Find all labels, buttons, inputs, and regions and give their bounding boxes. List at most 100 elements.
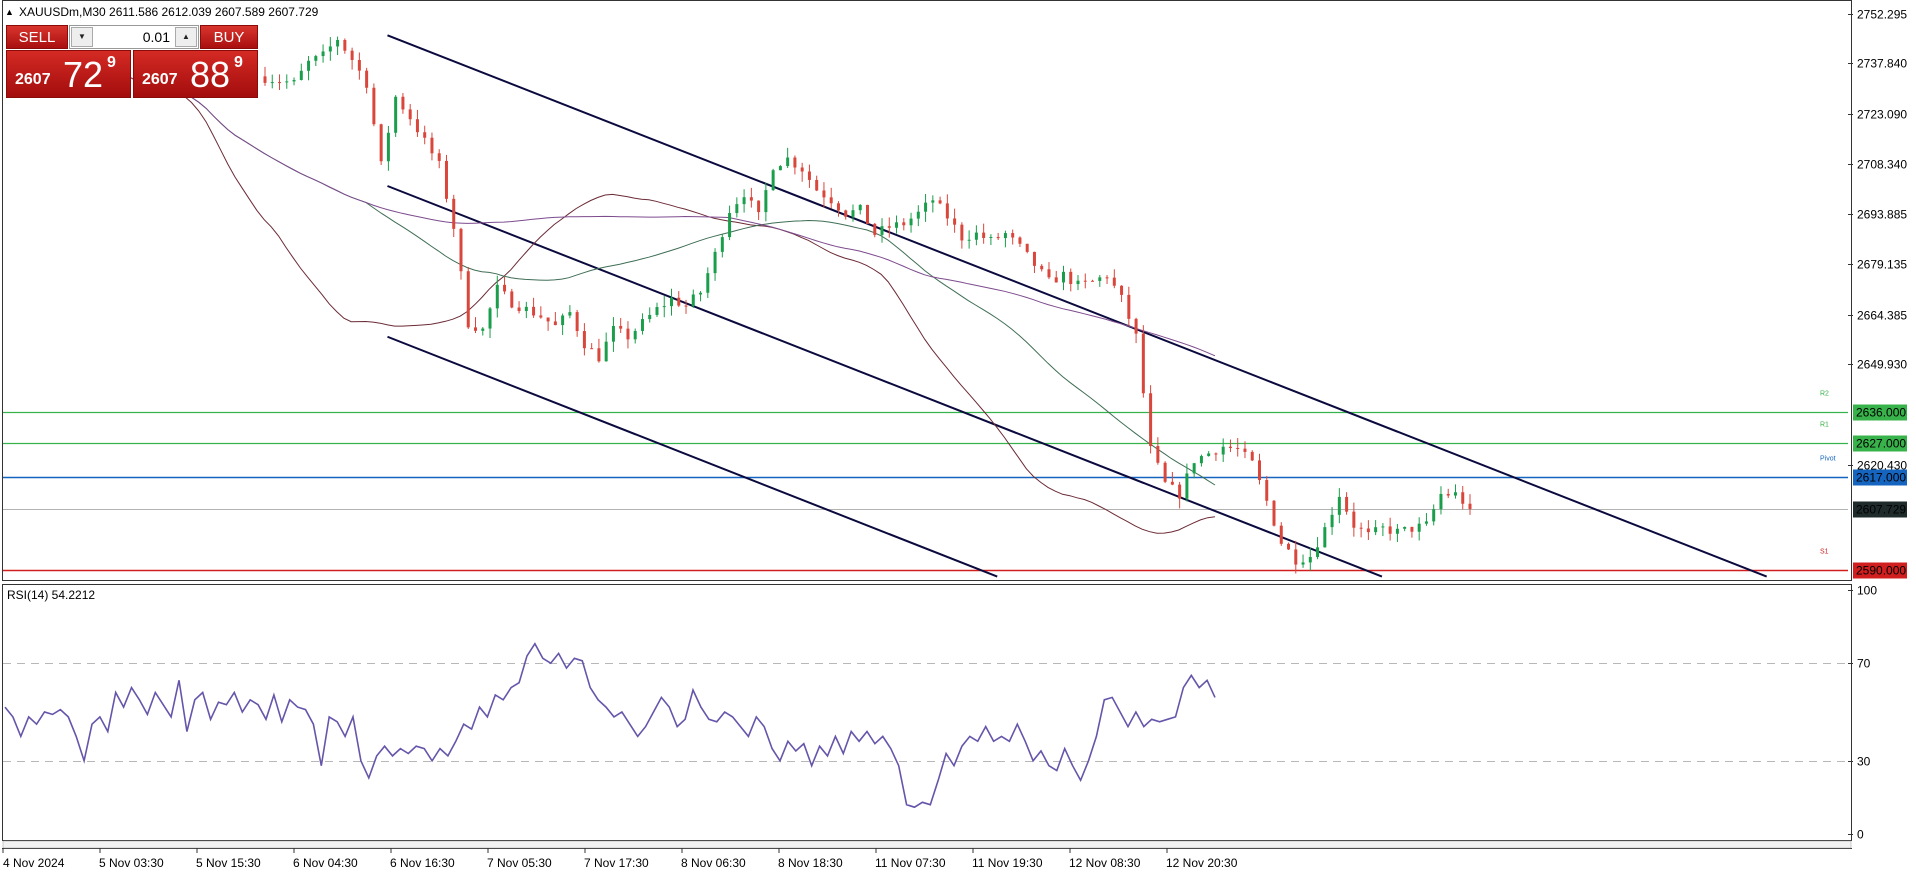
y-tick-label: 2620.430 — [1857, 459, 1907, 473]
moving-average-line — [9, 64, 1216, 534]
bottom-panel-strip — [2, 840, 1852, 849]
channel-trendline — [387, 34, 1768, 578]
candle-body — [1134, 318, 1138, 334]
candle-body — [1076, 280, 1080, 285]
main-chart-frame — [2, 0, 1852, 581]
candle-body — [1061, 271, 1065, 283]
candle-body — [597, 348, 601, 362]
lot-decrease-icon[interactable]: ▼ — [71, 27, 93, 47]
buy-price-pips: 88 — [190, 54, 231, 95]
buy-button[interactable]: BUY — [200, 25, 258, 49]
candle-body — [619, 325, 623, 329]
candle-body — [437, 153, 441, 161]
candle-body — [321, 51, 325, 57]
candle-body — [1105, 277, 1109, 279]
window-collapse-icon[interactable]: ▲ — [5, 7, 14, 17]
level-name: S1 — [1820, 549, 1829, 556]
candle-body — [1352, 511, 1356, 528]
candle-body — [720, 237, 724, 252]
candle-body — [604, 341, 608, 362]
lot-increase-icon[interactable]: ▲ — [175, 27, 197, 47]
candle-body — [735, 204, 739, 214]
candle-body — [263, 76, 267, 83]
rsi-y-tick-label: 70 — [1857, 657, 1871, 671]
candle-body — [953, 218, 957, 225]
y-tick-label: 2693.885 — [1857, 208, 1907, 222]
candle-body — [1127, 294, 1131, 319]
y-tick-label: 2708.340 — [1857, 158, 1907, 172]
candle-body — [1374, 527, 1378, 533]
candle-body — [1178, 484, 1182, 499]
candle-body — [553, 321, 557, 326]
candle-body — [1221, 446, 1225, 455]
candle-body — [1403, 526, 1407, 529]
level-price-label: 2590.000 — [1856, 564, 1906, 578]
candle-body — [307, 60, 311, 71]
level-price-tag — [1853, 562, 1907, 579]
rsi-line — [4, 642, 1216, 809]
lot-size-field[interactable]: ▼ 0.01 ▲ — [69, 25, 199, 49]
candle-body — [706, 273, 710, 293]
x-tick-label: 12 Nov 08:30 — [1069, 856, 1141, 870]
candle-body — [873, 223, 877, 235]
candle-body — [1149, 393, 1153, 447]
candle-body — [1025, 243, 1029, 252]
candle-body — [902, 222, 906, 226]
candle-body — [1359, 527, 1363, 529]
x-tick-label: 6 Nov 16:30 — [390, 856, 455, 870]
candle-body — [343, 39, 347, 51]
candle-body — [285, 81, 289, 83]
candle-body — [1294, 549, 1298, 565]
sell-price-display[interactable]: 2607 72 9 — [6, 50, 131, 98]
candle-body — [851, 210, 855, 217]
candle-body — [466, 271, 470, 328]
x-tick-label: 12 Nov 20:30 — [1166, 856, 1238, 870]
candle-body — [503, 284, 507, 292]
y-tick-label: 2664.385 — [1857, 309, 1907, 323]
candle-body — [539, 315, 543, 318]
candle-body — [829, 197, 833, 204]
candle-body — [778, 166, 782, 171]
candle-body — [1366, 528, 1370, 533]
candle-body — [1301, 562, 1305, 565]
candle-body — [1432, 509, 1436, 522]
candle-body — [1272, 500, 1276, 526]
candle-body — [481, 328, 485, 331]
candle-body — [742, 197, 746, 205]
candle-body — [1410, 526, 1414, 532]
buy-price-display[interactable]: 2607 88 9 — [133, 50, 258, 98]
candle-body — [713, 251, 717, 274]
candle-body — [1287, 543, 1291, 550]
candle-body — [1054, 277, 1058, 283]
candle-body — [1098, 277, 1102, 281]
candle-body — [866, 204, 869, 224]
y-tick-label: 2752.295 — [1857, 8, 1907, 22]
level-price-tag — [1853, 404, 1907, 421]
candle-body — [1156, 446, 1160, 463]
candle-body — [916, 211, 920, 219]
candle-body — [684, 305, 688, 307]
candle-body — [1439, 493, 1443, 510]
candle-body — [895, 222, 899, 228]
candle-body — [728, 213, 732, 238]
candle-body — [1453, 492, 1457, 496]
lot-size-value[interactable]: 0.01 — [142, 29, 170, 45]
candle-body — [1323, 527, 1327, 548]
candle-body — [938, 200, 942, 204]
candle-body — [880, 226, 884, 235]
candle-body — [488, 308, 492, 329]
candle-body — [278, 82, 282, 84]
candle-body — [1069, 271, 1073, 285]
x-tick-label: 7 Nov 05:30 — [487, 856, 552, 870]
x-tick-label: 4 Nov 2024 — [3, 856, 65, 870]
candle-body — [887, 226, 891, 228]
x-tick-label: 11 Nov 19:30 — [972, 856, 1043, 870]
sell-button[interactable]: SELL — [6, 25, 68, 49]
candle-body — [568, 312, 572, 316]
y-tick-label: 2649.930 — [1857, 358, 1907, 372]
candle-body — [1083, 280, 1087, 282]
candle-body — [699, 292, 703, 295]
candle-body — [408, 109, 412, 120]
candle-body — [401, 96, 405, 110]
